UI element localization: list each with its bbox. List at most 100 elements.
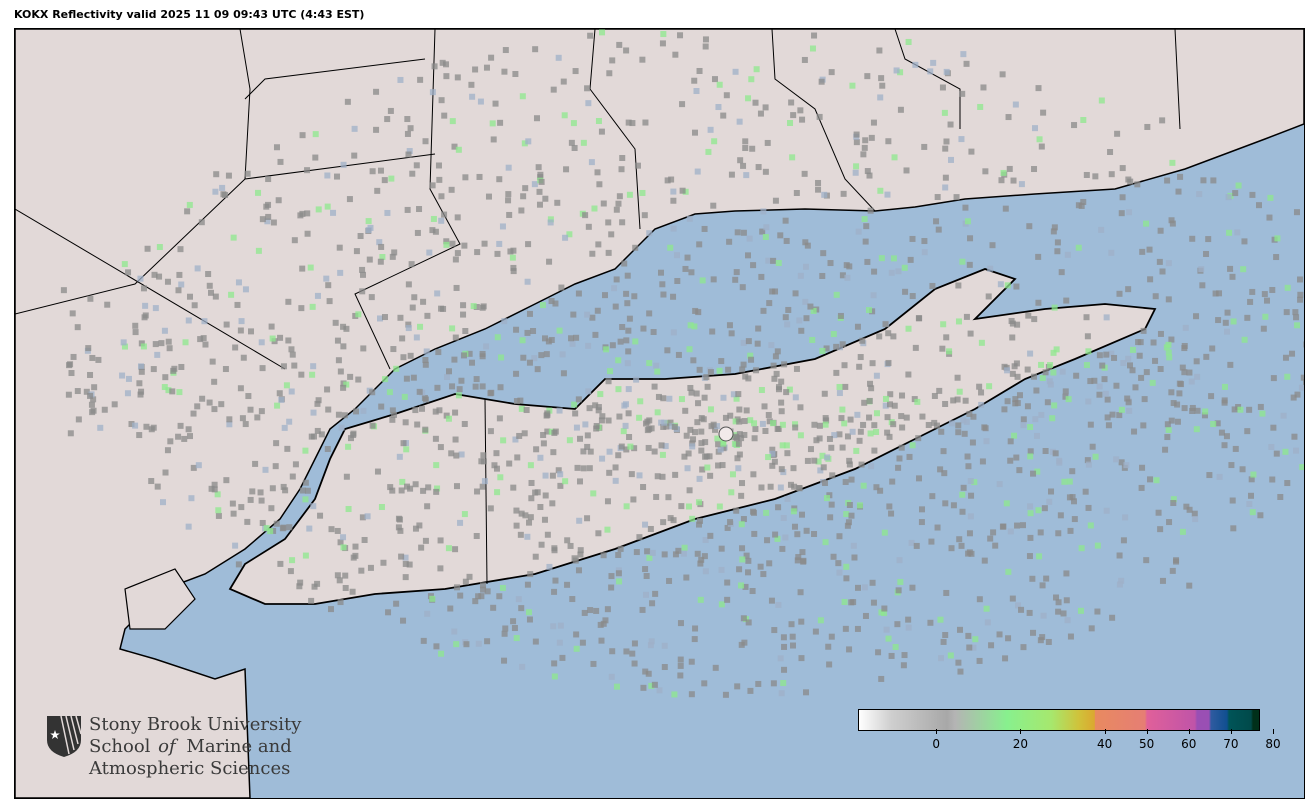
radar-echo-pixel — [770, 362, 777, 369]
radar-echo-pixel — [696, 241, 703, 248]
radar-echo-pixel — [213, 171, 220, 178]
radar-echo-pixel — [659, 473, 666, 480]
radar-echo-pixel — [675, 547, 682, 554]
radar-echo-pixel — [683, 574, 690, 581]
radar-echo-pixel — [622, 422, 629, 429]
radar-echo-pixel — [1088, 625, 1095, 632]
radar-echo-pixel — [1103, 314, 1110, 321]
radar-echo-pixel — [239, 415, 246, 422]
radar-echo-pixel — [309, 303, 316, 310]
radar-echo-pixel — [570, 311, 577, 318]
radar-echo-pixel — [252, 460, 259, 467]
radar-echo-pixel — [443, 61, 450, 68]
colorbar-tick-label: 80 — [1265, 737, 1281, 751]
radar-echo-pixel — [388, 175, 395, 182]
radar-echo-pixel — [905, 38, 912, 45]
radar-echo-pixel — [936, 387, 943, 394]
radar-echo-pixel — [616, 413, 623, 420]
radar-echo-pixel — [1085, 504, 1092, 511]
radar-echo-pixel — [343, 473, 350, 480]
radar-echo-pixel — [164, 447, 171, 454]
radar-echo-pixel — [581, 609, 588, 616]
radar-echo-pixel — [738, 641, 745, 648]
radar-echo-pixel — [1246, 500, 1253, 507]
radar-echo-pixel — [927, 68, 934, 75]
radar-echo-pixel — [1042, 369, 1049, 376]
radar-echo-pixel — [1147, 476, 1154, 483]
radar-echo-pixel — [925, 421, 932, 428]
radar-echo-pixel — [397, 314, 404, 321]
radar-echo-pixel — [418, 544, 425, 551]
radar-echo-pixel — [1269, 476, 1276, 483]
radar-echo-pixel — [325, 282, 332, 289]
radar-echo-pixel — [332, 319, 339, 326]
radar-echo-pixel — [299, 132, 306, 139]
radar-echo-pixel — [413, 334, 420, 341]
radar-echo-pixel — [579, 639, 586, 646]
radar-echo-pixel — [302, 447, 309, 454]
radar-echo-pixel — [811, 421, 818, 428]
radar-echo-pixel — [1069, 468, 1076, 475]
radar-echo-pixel — [875, 649, 882, 656]
radar-echo-pixel — [654, 473, 661, 480]
radar-echo-pixel — [1290, 394, 1297, 401]
radar-echo-pixel — [715, 441, 722, 448]
radar-echo-pixel — [760, 208, 767, 215]
radar-echo-pixel — [595, 241, 602, 248]
radar-echo-pixel — [532, 638, 539, 645]
radar-echo-pixel — [1051, 304, 1058, 311]
radar-echo-pixel — [540, 432, 547, 439]
radar-echo-pixel — [798, 655, 805, 662]
radar-echo-pixel — [816, 422, 823, 429]
radar-echo-pixel — [783, 237, 790, 244]
radar-echo-pixel — [605, 417, 612, 424]
radar-echo-pixel — [1036, 136, 1043, 143]
radar-echo-pixel — [886, 433, 893, 440]
radar-echo-pixel — [1262, 313, 1269, 320]
radar-echo-pixel — [1005, 635, 1012, 642]
radar-echo-pixel — [670, 329, 677, 336]
radar-echo-pixel — [1134, 181, 1141, 188]
radar-echo-pixel — [226, 416, 233, 423]
radar-echo-pixel — [626, 434, 633, 441]
radar-echo-pixel — [1227, 265, 1234, 272]
radar-echo-pixel — [481, 478, 488, 485]
radar-echo-pixel — [916, 475, 923, 482]
radar-echo-pixel — [775, 384, 782, 391]
radar-echo-pixel — [1011, 432, 1018, 439]
radar-echo-pixel — [176, 271, 183, 278]
radar-echo-pixel — [1006, 165, 1013, 172]
radar-echo-pixel — [667, 515, 674, 522]
radar-echo-pixel — [530, 328, 537, 335]
radar-echo-pixel — [815, 186, 822, 193]
radar-echo-pixel — [420, 487, 427, 494]
radar-echo-pixel — [512, 70, 519, 77]
radar-echo-pixel — [188, 495, 195, 502]
radar-echo-pixel — [1064, 251, 1071, 258]
radar-echo-pixel — [360, 345, 367, 352]
radar-echo-pixel — [374, 468, 381, 475]
radar-echo-pixel — [552, 577, 559, 584]
radar-echo-pixel — [594, 307, 601, 314]
radar-echo-pixel — [95, 356, 102, 363]
radar-echo-pixel — [1087, 522, 1094, 529]
radar-echo-pixel — [1053, 594, 1060, 601]
radar-echo-pixel — [605, 249, 612, 256]
radar-echo-pixel — [580, 465, 587, 472]
radar-echo-pixel — [299, 265, 306, 272]
radar-echo-pixel — [651, 448, 658, 455]
radar-echo-pixel — [938, 655, 945, 662]
radar-echo-pixel — [176, 389, 183, 396]
radar-echo-pixel — [826, 661, 833, 668]
radar-echo-pixel — [631, 293, 638, 300]
radar-map[interactable]: Stony Brook University School of Marine … — [14, 28, 1305, 799]
radar-echo-pixel — [1060, 610, 1067, 617]
radar-echo-pixel — [325, 406, 332, 413]
radar-echo-pixel — [1012, 101, 1019, 108]
radar-echo-pixel — [505, 191, 512, 198]
radar-echo-pixel — [714, 423, 721, 430]
radar-echo-pixel — [712, 664, 719, 671]
radar-echo-pixel — [479, 304, 486, 311]
radar-echo-pixel — [1192, 516, 1199, 523]
radar-echo-pixel — [771, 375, 778, 382]
